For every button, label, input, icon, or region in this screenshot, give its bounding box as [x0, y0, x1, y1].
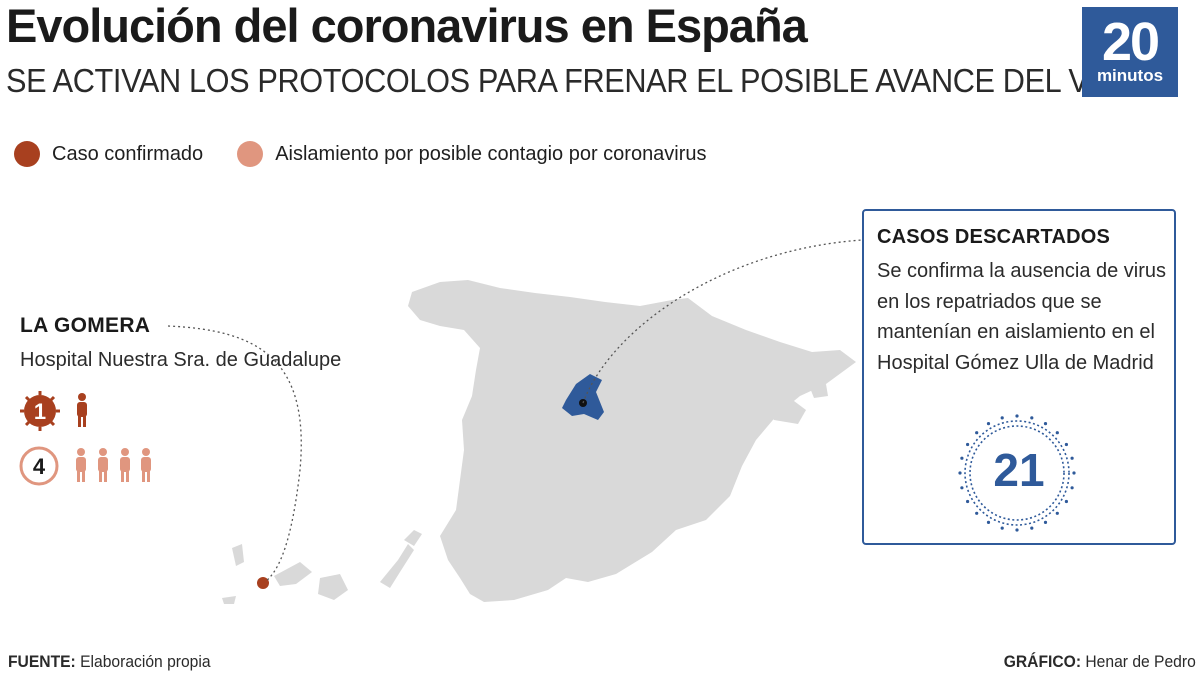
- virus-confirmed-icon: [20, 391, 60, 431]
- island-el-hierro: [222, 596, 236, 604]
- logo-word: minutos: [1096, 66, 1164, 85]
- gomera-title: LA GOMERA: [20, 314, 151, 337]
- person-isolation-icon: [120, 448, 130, 482]
- page-title: Evolución del coronavirus en España: [6, 0, 808, 52]
- virus-spike: [1000, 526, 1004, 530]
- madrid-connector-line: [582, 239, 863, 404]
- gomera-hospital: Hospital Nuestra Sra. de Guadalupe: [20, 349, 342, 371]
- virus-spike: [1070, 486, 1074, 490]
- virus-spike: [1055, 511, 1059, 515]
- virus-spike: [1000, 416, 1004, 420]
- isolation-count: 4: [33, 454, 46, 479]
- person-confirmed-icon: [77, 393, 87, 427]
- isolation-badge-icon: [19, 446, 59, 486]
- island-menorca: [810, 384, 828, 398]
- virus-spike: [1055, 431, 1059, 435]
- virus-spike: [1072, 471, 1076, 475]
- descartados-count: 21: [993, 444, 1045, 496]
- island-ibiza: [734, 436, 748, 450]
- legend-item-confirmed: Caso confirmado: [14, 141, 203, 167]
- source-value: Elaboración propia: [75, 652, 211, 671]
- page-subtitle: SE ACTIVAN LOS PROTOCOLOS PARA FRENAR EL…: [6, 62, 1161, 99]
- island-mallorca: [766, 398, 806, 424]
- peninsula-shape: [408, 280, 856, 602]
- confirmed-count: 1: [34, 399, 46, 424]
- island-gran-canaria: [318, 574, 348, 600]
- person-isolation-icon: [141, 448, 151, 482]
- virus-spike: [986, 422, 991, 426]
- la-gomera-marker[interactable]: [257, 577, 269, 589]
- brand-logo[interactable]: 20 minutos: [1082, 7, 1178, 97]
- graphic-label: GRÁFICO:: [1003, 652, 1082, 671]
- virus-spike: [1064, 499, 1068, 504]
- virus-spike: [966, 442, 970, 447]
- island-tenerife: [274, 562, 312, 586]
- virus-spike: [966, 499, 970, 504]
- descartados-box: CASOS DESCARTADOS Se confirma la ausenci…: [862, 209, 1176, 545]
- legend-item-isolation: Aislamiento por posible contagio por cor…: [237, 141, 707, 167]
- virus-spike: [1030, 526, 1034, 530]
- source-label: FUENTE:: [8, 652, 76, 671]
- descartados-title: CASOS DESCARTADOS: [877, 226, 1111, 248]
- virus-spike: [1015, 414, 1019, 418]
- logo-number: 20: [1101, 12, 1160, 72]
- descartados-text: Se confirma la ausencia de virus en los …: [877, 260, 1167, 374]
- virus-spike: [1043, 422, 1048, 426]
- virus-spike: [986, 520, 991, 524]
- person-isolation-icon: [98, 448, 108, 482]
- confirmed-dot-icon: [14, 141, 40, 167]
- virus-spike: [958, 471, 962, 475]
- virus-spike: [1070, 456, 1074, 460]
- virus-spike: [1043, 520, 1048, 524]
- madrid-region[interactable]: [562, 374, 604, 420]
- virus-spike: [960, 456, 964, 460]
- graphic-value: Henar de Pedro: [1081, 652, 1196, 671]
- legend-label-confirmed: Caso confirmado: [52, 142, 204, 165]
- person-isolation-icon: [76, 448, 86, 482]
- island-fuerteventura: [380, 544, 414, 588]
- virus-spike: [1064, 442, 1068, 447]
- island-la-palma: [232, 544, 244, 566]
- footer-source: FUENTE: Elaboración propia: [8, 652, 211, 672]
- isolation-dot-icon: [237, 141, 264, 167]
- island-lanzarote: [404, 530, 422, 546]
- virus-spike: [960, 486, 964, 490]
- legend-label-isolation: Aislamiento por posible contagio por cor…: [275, 142, 707, 165]
- virus-ring-icon: [958, 414, 1076, 532]
- legend: Caso confirmado Aislamiento por posible …: [14, 141, 741, 167]
- virus-spike: [975, 431, 979, 435]
- virus-spike: [1015, 528, 1019, 532]
- footer-graphic: GRÁFICO: Henar de Pedro: [1004, 652, 1196, 672]
- virus-spike: [975, 511, 979, 515]
- virus-spike: [1030, 416, 1034, 420]
